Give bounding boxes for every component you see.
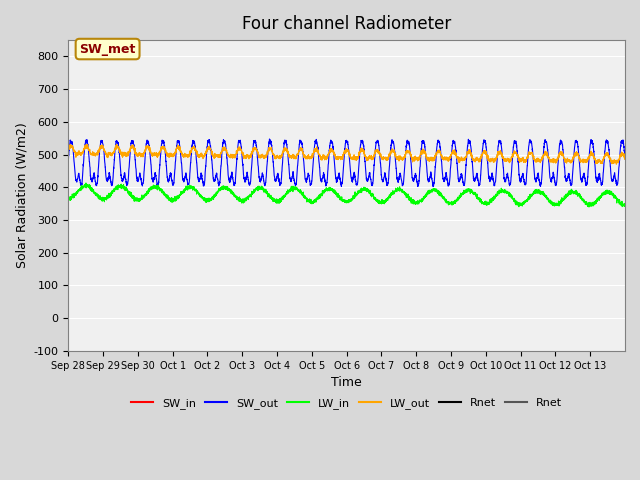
LW_in bbox=[180, 188, 188, 194]
LW_in bbox=[500, 189, 508, 194]
Y-axis label: Solar Radiation (W/m2): Solar Radiation (W/m2) bbox=[15, 122, 28, 268]
SW_out bbox=[367, 180, 375, 186]
LW_in bbox=[621, 201, 629, 207]
X-axis label: Time: Time bbox=[332, 376, 362, 389]
SW_out bbox=[429, 184, 437, 190]
LW_out bbox=[367, 155, 375, 161]
Line: LW_in: LW_in bbox=[68, 183, 625, 207]
LW_out bbox=[527, 150, 534, 156]
Text: SW_met: SW_met bbox=[79, 43, 136, 56]
Title: Four channel Radiometer: Four channel Radiometer bbox=[242, 15, 451, 33]
SW_out bbox=[397, 176, 405, 181]
LW_out bbox=[397, 154, 405, 160]
LW_out bbox=[621, 156, 629, 162]
LW_in bbox=[82, 180, 90, 186]
SW_out bbox=[266, 136, 273, 142]
SW_out bbox=[527, 138, 534, 144]
LW_in bbox=[397, 187, 405, 192]
LW_in bbox=[65, 197, 72, 203]
Line: SW_out: SW_out bbox=[68, 139, 625, 187]
LW_in bbox=[541, 193, 549, 199]
Line: LW_out: LW_out bbox=[68, 144, 625, 164]
Legend: SW_in, SW_out, LW_in, LW_out, Rnet, Rnet: SW_in, SW_out, LW_in, LW_out, Rnet, Rnet bbox=[126, 394, 567, 414]
LW_in bbox=[527, 194, 534, 200]
LW_out bbox=[65, 150, 72, 156]
LW_out bbox=[113, 142, 120, 147]
LW_out bbox=[541, 148, 549, 154]
SW_out bbox=[65, 159, 72, 165]
SW_out bbox=[500, 169, 508, 175]
SW_out bbox=[180, 179, 188, 185]
LW_out bbox=[180, 155, 188, 160]
LW_in bbox=[367, 191, 375, 197]
LW_in bbox=[585, 204, 593, 210]
SW_out bbox=[541, 140, 549, 145]
LW_out bbox=[612, 161, 620, 167]
LW_out bbox=[500, 155, 508, 161]
SW_out bbox=[621, 155, 629, 160]
